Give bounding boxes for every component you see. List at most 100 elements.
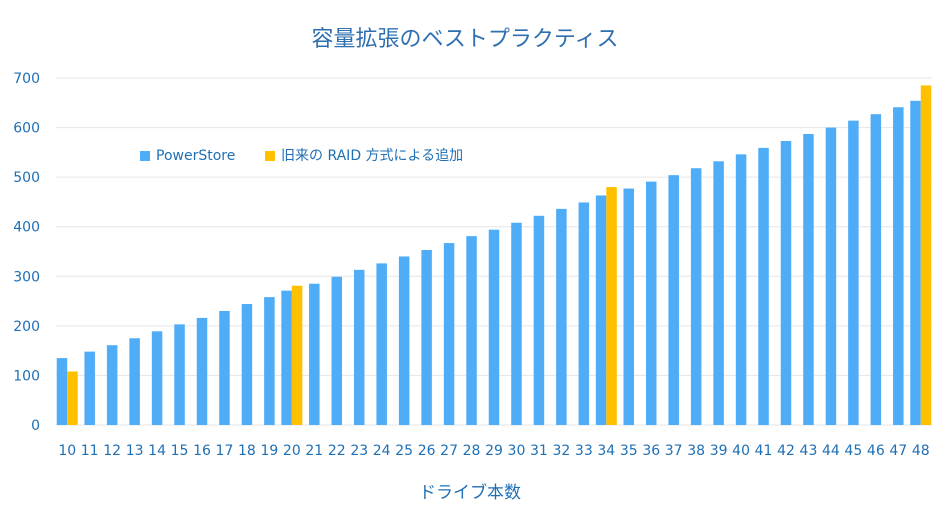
x-tick-label: 23	[350, 443, 368, 459]
bar-powerstore-16	[196, 317, 208, 425]
bar-powerstore-24	[376, 263, 387, 425]
y-tick-label: 300	[13, 269, 40, 285]
bar-raid-34	[606, 187, 617, 425]
x-tick-label: 12	[103, 443, 121, 459]
bar-powerstore-17	[219, 310, 230, 425]
x-tick-label: 21	[305, 443, 323, 459]
bar-powerstore-25	[398, 256, 410, 425]
bar-powerstore-38	[690, 168, 702, 425]
legend-label-raid: 旧来の RAID 方式による追加	[281, 148, 463, 164]
x-tick-label: 35	[620, 443, 638, 459]
x-tick-label: 22	[328, 443, 346, 459]
legend-swatch-powerstore	[140, 151, 150, 161]
y-tick-label: 700	[13, 71, 40, 87]
y-tick-label: 200	[13, 319, 40, 335]
x-tick-label: 38	[687, 443, 705, 459]
x-tick-label: 34	[597, 443, 615, 459]
bar-powerstore-42	[780, 140, 792, 425]
y-tick-label: 600	[13, 121, 40, 137]
x-tick-label: 19	[260, 443, 278, 459]
bar-powerstore-12	[106, 345, 118, 425]
y-axis-ticks: 0 100 200 300 400 500 600 700	[13, 71, 40, 434]
x-tick-label: 44	[822, 443, 840, 459]
x-tick-label: 11	[81, 443, 99, 459]
x-tick-label: 32	[552, 443, 570, 459]
bar-raid-20	[291, 285, 303, 425]
bar-powerstore-43	[803, 134, 814, 425]
y-tick-label: 0	[31, 418, 40, 434]
bars	[56, 85, 932, 426]
x-tick-label: 28	[463, 443, 481, 459]
bar-powerstore-31	[533, 215, 545, 425]
bar-powerstore-41	[758, 147, 769, 425]
bar-powerstore-45	[848, 120, 859, 425]
bar-powerstore-44	[825, 127, 837, 426]
x-tick-label: 29	[485, 443, 503, 459]
bar-powerstore-26	[421, 250, 432, 425]
x-tick-label: 14	[148, 443, 166, 459]
bar-powerstore-14	[151, 331, 163, 425]
x-tick-label: 46	[867, 443, 885, 459]
bar-powerstore-40	[735, 154, 747, 425]
chart-title: 容量拡張のベストプラクティス	[311, 27, 618, 52]
bar-powerstore-33	[578, 202, 590, 425]
x-tick-label: 30	[508, 443, 526, 459]
x-tick-label: 26	[418, 443, 436, 459]
bar-powerstore-35	[623, 188, 635, 425]
legend-label-powerstore: PowerStore	[156, 148, 235, 164]
bar-powerstore-18	[241, 304, 253, 425]
bar-powerstore-36	[645, 181, 657, 425]
x-tick-label: 16	[193, 443, 211, 459]
bar-powerstore-29	[488, 229, 500, 425]
bar-powerstore-30	[511, 222, 522, 425]
x-tick-label: 20	[283, 443, 301, 459]
y-tick-label: 100	[13, 368, 40, 384]
bar-powerstore-27	[443, 243, 455, 425]
legend-swatch-raid	[265, 151, 275, 161]
bar-powerstore-32	[556, 208, 567, 425]
x-tick-label: 10	[58, 443, 76, 459]
x-tick-label: 25	[395, 443, 413, 459]
x-tick-label: 48	[912, 443, 930, 459]
x-axis-label: ドライブ本数	[419, 482, 521, 503]
x-tick-label: 17	[216, 443, 234, 459]
bar-powerstore-34	[595, 195, 607, 425]
legend: PowerStore 旧来の RAID 方式による追加	[140, 148, 463, 164]
x-axis-ticks: 10 11 12 13 14 15 16 17 18 19 20 21 22 23 24 25 26 27 28 29…	[58, 443, 929, 459]
bar-powerstore-23	[353, 269, 365, 425]
x-tick-label: 24	[373, 443, 391, 459]
x-tick-label: 43	[800, 443, 818, 459]
x-tick-label: 15	[171, 443, 189, 459]
bar-powerstore-15	[174, 324, 185, 425]
bar-raid-10	[67, 371, 78, 425]
bar-powerstore-46	[870, 114, 882, 426]
bar-powerstore-22	[331, 276, 343, 425]
x-tick-label: 40	[732, 443, 750, 459]
bar-powerstore-10	[56, 358, 68, 425]
bar-powerstore-11	[84, 351, 95, 425]
bar-powerstore-19	[264, 297, 275, 425]
x-tick-label: 41	[755, 443, 773, 459]
bar-raid-48	[920, 85, 932, 425]
x-tick-label: 37	[665, 443, 683, 459]
x-tick-label: 47	[889, 443, 907, 459]
y-tick-label: 400	[13, 220, 40, 236]
bar-powerstore-39	[713, 161, 724, 425]
bar-powerstore-28	[466, 236, 477, 425]
x-tick-label: 42	[777, 443, 795, 459]
x-tick-label: 36	[642, 443, 660, 459]
x-tick-label: 18	[238, 443, 256, 459]
bar-powerstore-37	[668, 175, 679, 425]
x-tick-label: 31	[530, 443, 548, 459]
bar-powerstore-47	[893, 107, 904, 426]
y-tick-label: 500	[13, 170, 40, 186]
x-tick-label: 33	[575, 443, 593, 459]
bar-powerstore-13	[129, 338, 140, 425]
bar-powerstore-21	[309, 283, 320, 425]
bar-powerstore-48	[910, 100, 921, 425]
bar-powerstore-20	[281, 290, 292, 425]
x-tick-label: 13	[126, 443, 144, 459]
x-tick-label: 27	[440, 443, 458, 459]
x-tick-label: 39	[710, 443, 728, 459]
